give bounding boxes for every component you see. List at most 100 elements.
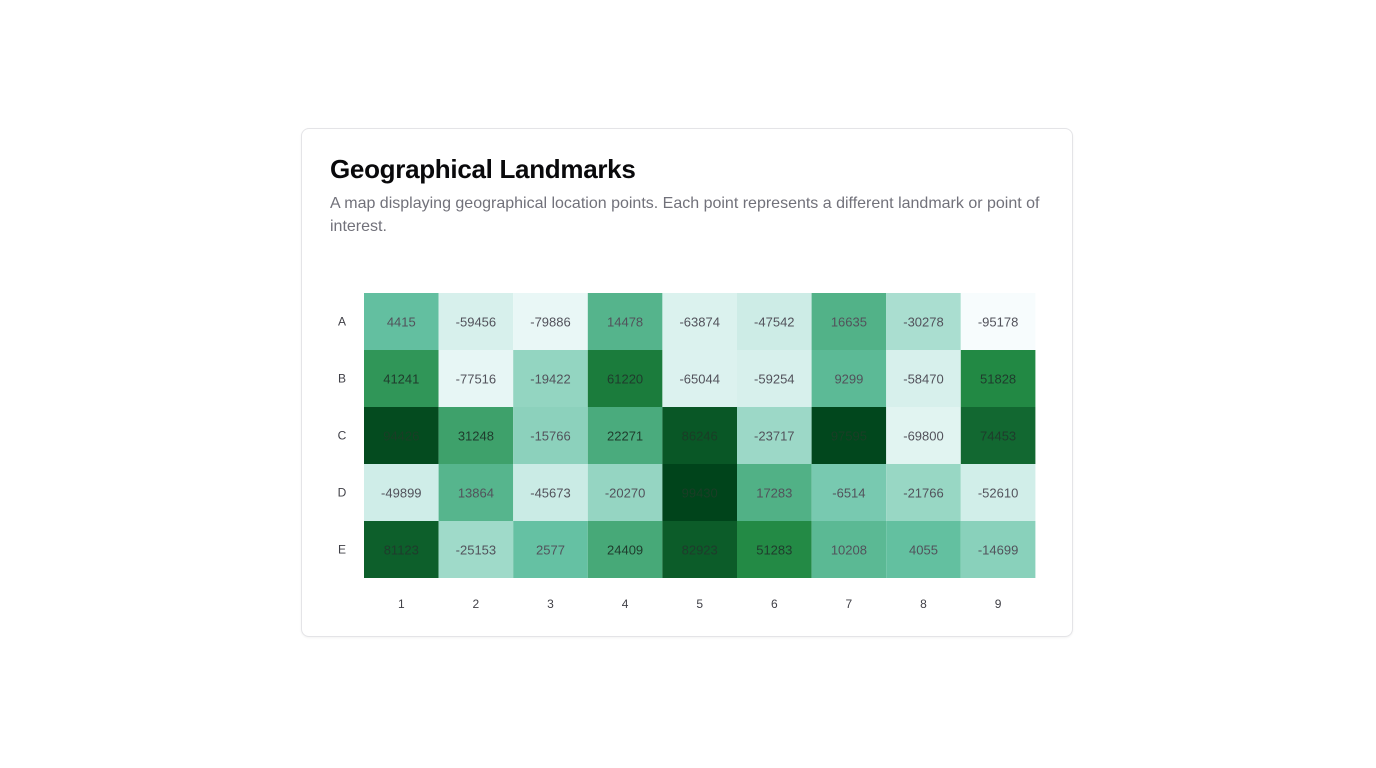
- heatmap-cell[interactable]: [662, 293, 737, 350]
- heatmap-cell[interactable]: [364, 350, 439, 407]
- cell-value-label: -14699: [978, 543, 1018, 558]
- cell-value-label: 4415: [387, 315, 416, 330]
- cell-value-label: 9299: [834, 372, 863, 387]
- cell-value-label: 14478: [607, 315, 643, 330]
- heatmap-cell[interactable]: [364, 464, 439, 521]
- cell-value-label: -63874: [679, 315, 719, 330]
- cell-value-label: 4055: [909, 543, 938, 558]
- heatmap-cell[interactable]: [587, 350, 663, 407]
- y-tick-label: E: [338, 543, 346, 557]
- cell-value-label: -15766: [530, 429, 570, 444]
- heatmap-cell[interactable]: [737, 521, 812, 578]
- heatmap-cell[interactable]: [886, 464, 961, 521]
- heatmap-cell[interactable]: [513, 464, 588, 521]
- heatmap-cell[interactable]: [886, 350, 961, 407]
- heatmap-cell[interactable]: [960, 350, 1036, 407]
- y-tick-label: D: [338, 486, 347, 500]
- cell-value-label: 10208: [831, 543, 867, 558]
- heatmap-cell[interactable]: [811, 521, 887, 578]
- heatmap-cell[interactable]: [587, 293, 663, 350]
- heatmap-cell[interactable]: [811, 350, 887, 407]
- y-tick-label: A: [338, 315, 346, 329]
- heatmap-cell[interactable]: [438, 293, 514, 350]
- heatmap-cell[interactable]: [587, 464, 663, 521]
- heatmap-cell[interactable]: [811, 293, 887, 350]
- x-tick-label: 2: [473, 597, 480, 611]
- cell-value-label: -65044: [679, 372, 719, 387]
- heatmap-cell[interactable]: [364, 521, 439, 578]
- heatmap-cell[interactable]: [438, 464, 514, 521]
- heatmap-cell[interactable]: [737, 464, 812, 521]
- heatmap-cell[interactable]: [811, 464, 887, 521]
- heatmap-cell[interactable]: [960, 293, 1036, 350]
- cell-value-label: -47542: [754, 315, 794, 330]
- heatmap-cell[interactable]: [513, 293, 588, 350]
- y-tick-label: C: [338, 429, 347, 443]
- heatmap-cell[interactable]: [513, 521, 588, 578]
- cell-value-label: -21766: [903, 486, 943, 501]
- cell-value-label: -69800: [903, 429, 943, 444]
- cell-value-label: 82923: [682, 543, 718, 558]
- heatmap-cell[interactable]: [662, 464, 737, 521]
- chart-description: A map displaying geographical location p…: [330, 195, 1040, 235]
- cell-value-label: -19422: [530, 372, 570, 387]
- cell-value-label: 2577: [536, 543, 565, 558]
- cell-value-label: 24409: [607, 543, 643, 558]
- cell-value-label: 31248: [458, 429, 494, 444]
- cell-value-label: 17283: [756, 486, 792, 501]
- heatmap-cell[interactable]: [737, 293, 812, 350]
- heatmap-cell[interactable]: [960, 521, 1036, 578]
- x-tick-label: 9: [995, 597, 1002, 611]
- heatmap-cell[interactable]: [886, 293, 961, 350]
- heatmap-cell[interactable]: [811, 407, 887, 464]
- cell-value-label: 74453: [980, 429, 1016, 444]
- cell-value-label: -77516: [456, 372, 496, 387]
- cell-value-label: -59254: [754, 372, 794, 387]
- heatmap-cell[interactable]: [960, 407, 1036, 464]
- x-tick-label: 7: [846, 597, 853, 611]
- cell-value-label: 41241: [383, 372, 419, 387]
- cell-value-label: -59456: [456, 315, 496, 330]
- x-tick-label: 5: [696, 597, 703, 611]
- y-tick-label: B: [338, 372, 346, 386]
- x-tick-label: 3: [547, 597, 554, 611]
- heatmap-cell[interactable]: [662, 521, 737, 578]
- cell-value-label: 61220: [607, 372, 643, 387]
- heatmap-cell[interactable]: [438, 521, 514, 578]
- chart-card: Geographical Landmarks A map displaying …: [301, 128, 1073, 637]
- cell-value-label: -6514: [832, 486, 865, 501]
- heatmap-cell[interactable]: [662, 350, 737, 407]
- heatmap-cell[interactable]: [587, 521, 663, 578]
- heatmap-cell[interactable]: [364, 293, 439, 350]
- heatmap-cell[interactable]: [886, 407, 961, 464]
- cell-value-label: -52610: [978, 486, 1018, 501]
- heatmap-cell[interactable]: [438, 407, 514, 464]
- chart-title: Geographical Landmarks: [330, 154, 636, 184]
- heatmap-cell[interactable]: [587, 407, 663, 464]
- cell-value-label: 86246: [682, 429, 718, 444]
- heatmap-cell[interactable]: [737, 350, 812, 407]
- heatmap-cell[interactable]: [513, 350, 588, 407]
- cell-value-label: 81123: [384, 543, 419, 558]
- cell-value-label: -49899: [381, 486, 421, 501]
- heatmap-cell[interactable]: [513, 407, 588, 464]
- heatmap-cell[interactable]: [662, 407, 737, 464]
- cell-value-label: 94426: [383, 429, 419, 444]
- cell-value-label: 97595: [831, 429, 867, 444]
- cell-value-label: -58470: [903, 372, 943, 387]
- x-tick-label: 4: [622, 597, 629, 611]
- cell-value-label: 13864: [458, 486, 494, 501]
- cell-value-label: 51283: [756, 543, 792, 558]
- heatmap-cell[interactable]: [737, 407, 812, 464]
- x-tick-label: 8: [920, 597, 927, 611]
- x-tick-label: 1: [398, 597, 405, 611]
- cell-value-label: -79886: [530, 315, 570, 330]
- heatmap-cell[interactable]: [960, 464, 1036, 521]
- x-tick-label: 6: [771, 597, 778, 611]
- cell-value-label: -23717: [754, 429, 794, 444]
- cell-value-label: -25153: [456, 543, 496, 558]
- heatmap-cell[interactable]: [438, 350, 514, 407]
- heatmap-chart: A 4415 -59456 -79886 14478 -63874 -47542 16635 -…: [338, 293, 1036, 611]
- heatmap-cell[interactable]: [886, 521, 961, 578]
- heatmap-cell[interactable]: [364, 407, 439, 464]
